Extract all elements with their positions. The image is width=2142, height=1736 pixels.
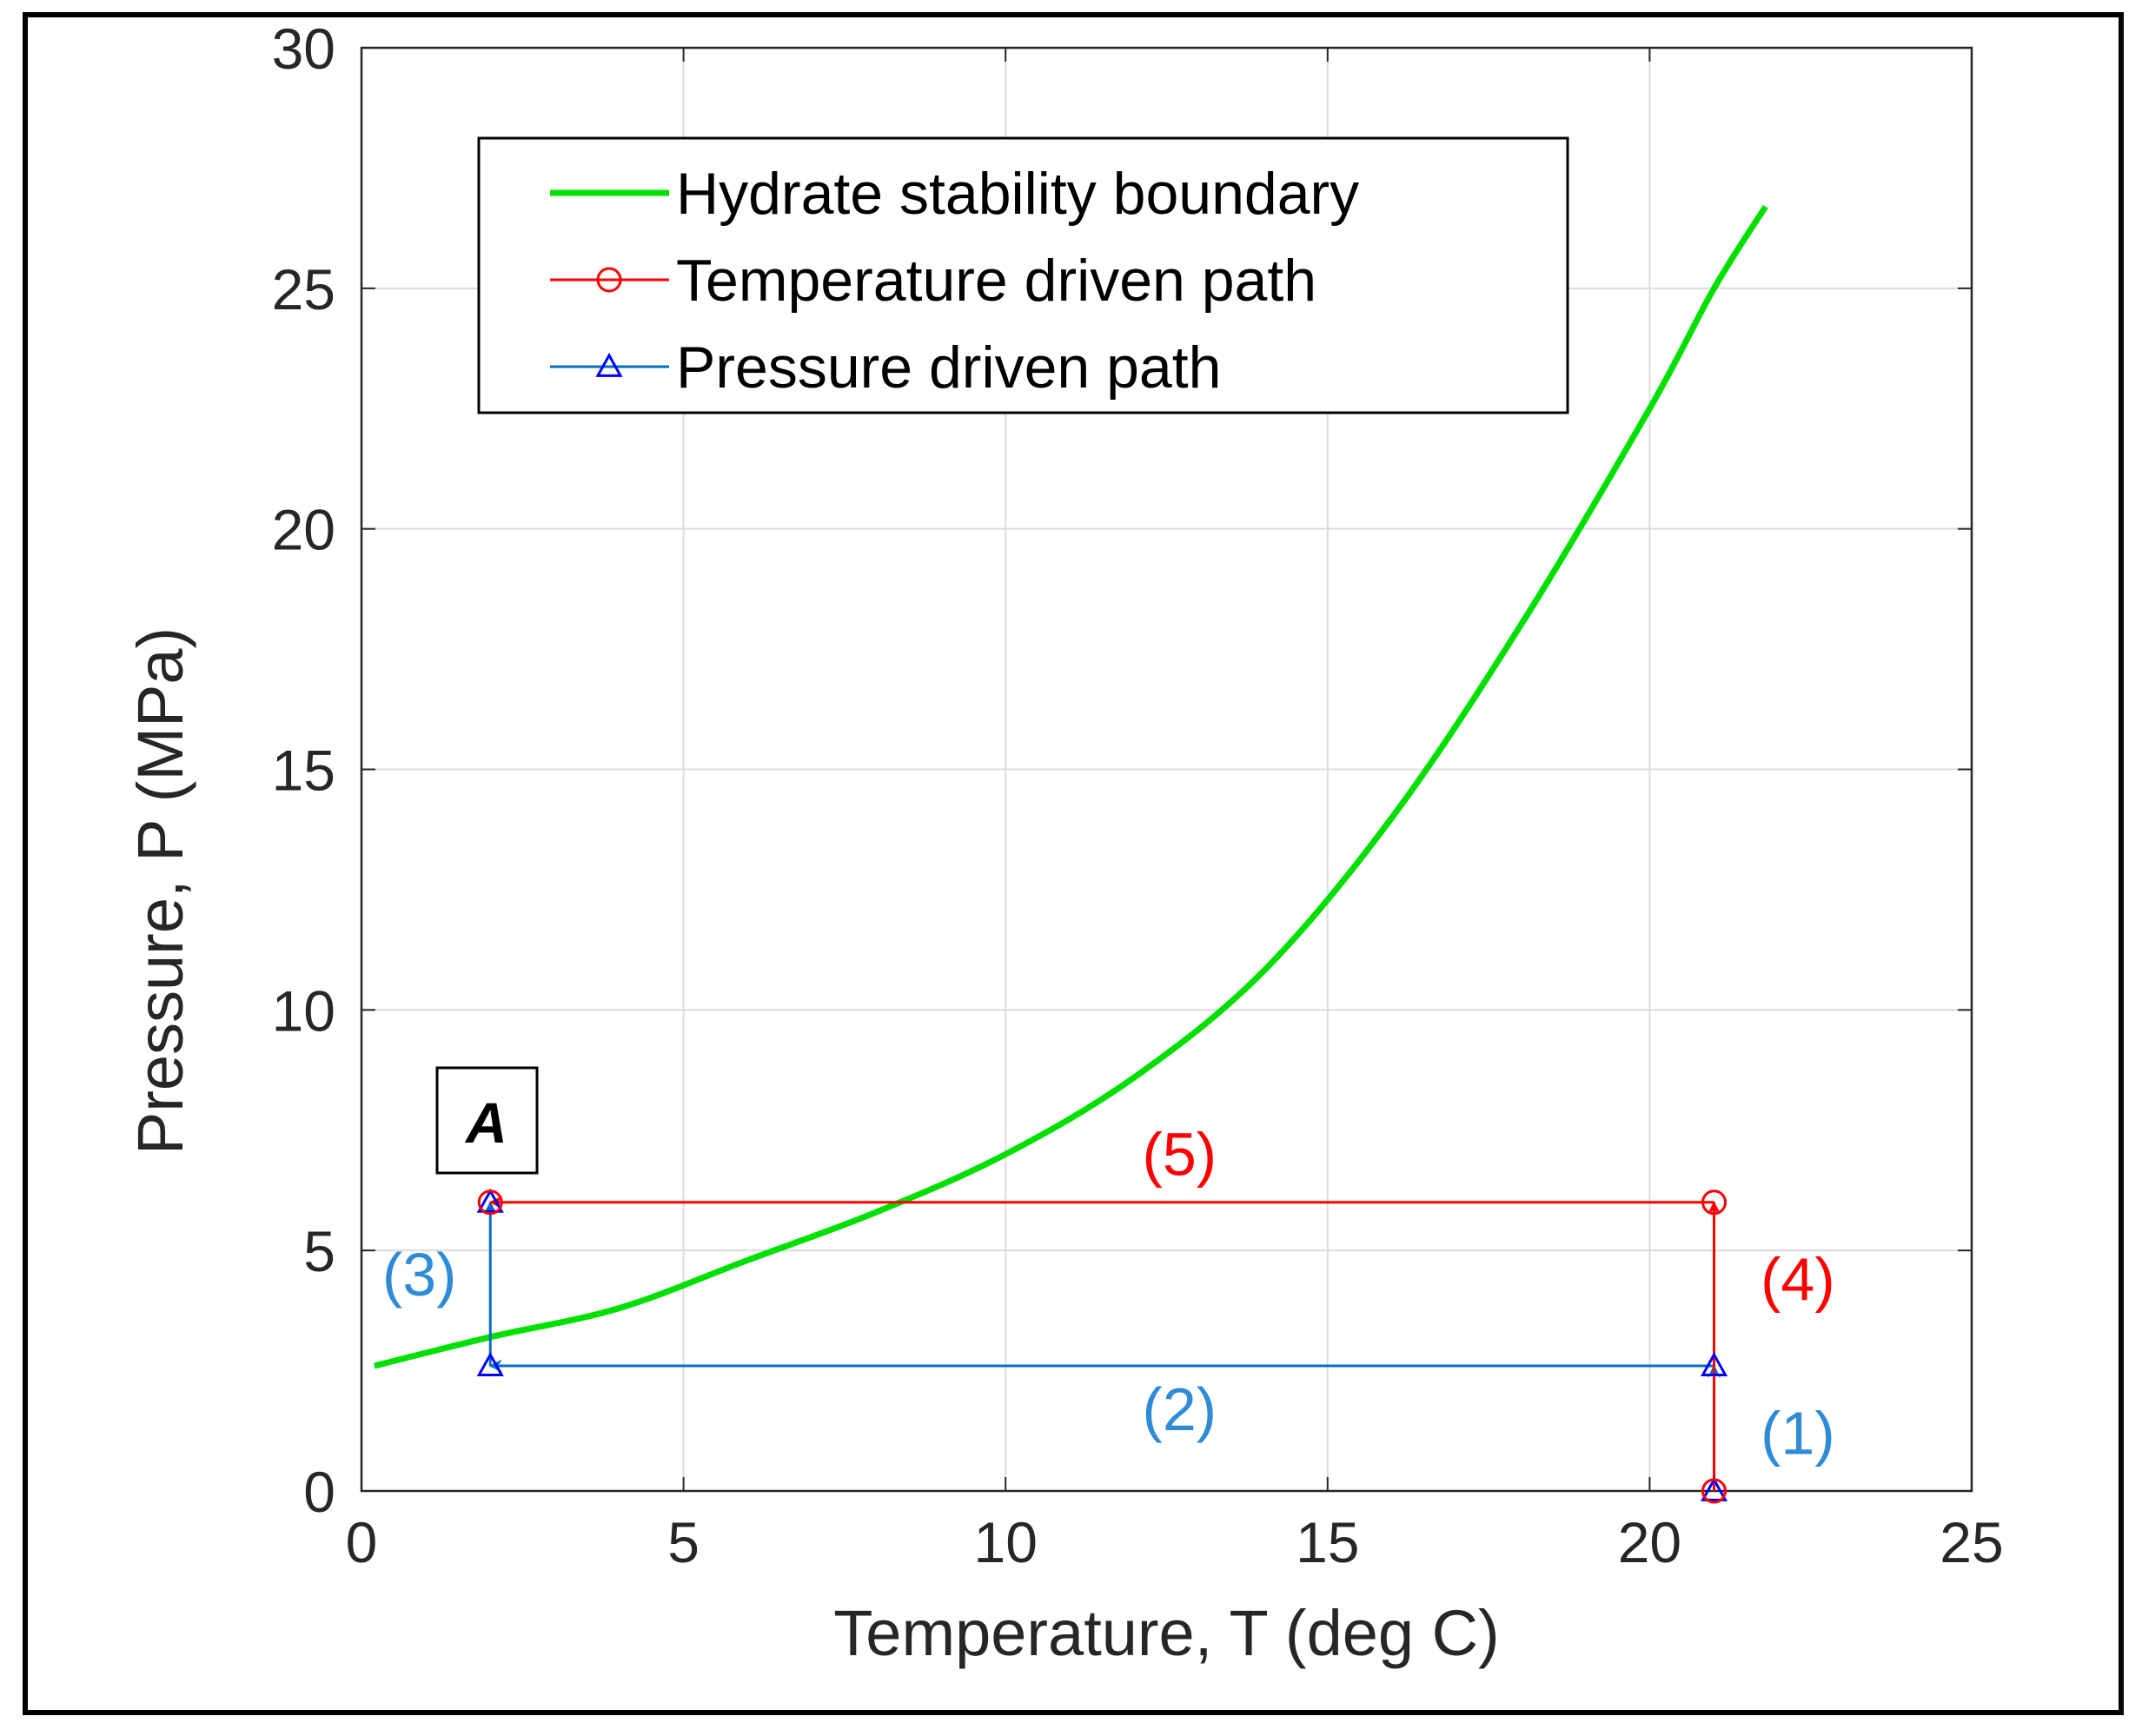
- x-tick-label: 15: [1296, 1510, 1359, 1574]
- x-tick-label: 25: [1940, 1510, 2003, 1574]
- y-tick-label: 0: [303, 1460, 335, 1524]
- series-layer: [373, 204, 1768, 1504]
- panel-label-box: A: [435, 1066, 539, 1175]
- circle-marker: [1701, 1478, 1728, 1504]
- panel-label: A: [464, 1090, 507, 1155]
- triangle-marker: [1700, 1476, 1728, 1501]
- annotation-label: (1): [1761, 1400, 1835, 1468]
- annotation-label: (2): [1143, 1375, 1217, 1443]
- x-tick-label: 20: [1618, 1510, 1681, 1574]
- x-tick-label: 5: [667, 1510, 700, 1574]
- y-tick-label: 25: [272, 257, 335, 321]
- tick-labels: 0 5 10 15 20 25 0 5 10 15 20 25 30: [272, 17, 2004, 1574]
- circle-marker: [477, 1189, 503, 1216]
- circle-marker: [1701, 1189, 1728, 1216]
- annotation-label: (5): [1143, 1120, 1217, 1188]
- legend-label: Temperature driven path: [676, 248, 1316, 314]
- y-tick-label: 30: [272, 17, 335, 81]
- annotation-label: (4): [1761, 1245, 1835, 1313]
- circle-marker: [596, 267, 622, 293]
- triangle-marker: [476, 1188, 504, 1213]
- y-tick-label: 10: [272, 978, 335, 1043]
- annotations: (1) (2) (3) (4) (5): [382, 1120, 1835, 1467]
- y-axis-label: Pressure, P (MPa): [124, 627, 196, 1155]
- triangle-marker: [595, 352, 623, 377]
- y-tick-label: 5: [303, 1219, 335, 1283]
- annotation-label: (3): [382, 1241, 457, 1309]
- triangle-marker: [476, 1351, 504, 1376]
- legend: Hydrate stability boundary Temperature dr…: [477, 136, 1569, 414]
- x-tick-label: 10: [973, 1510, 1037, 1574]
- triangle-marker: [1700, 1351, 1728, 1376]
- y-tick-label: 20: [272, 498, 335, 562]
- x-axis-label: Temperature, T (deg C): [833, 1597, 1499, 1669]
- series-hydrate-boundary: [373, 204, 1768, 1369]
- legend-label: Hydrate stability boundary: [676, 161, 1359, 227]
- y-tick-label: 15: [272, 739, 335, 803]
- legend-label: Pressure driven path: [676, 335, 1221, 401]
- x-tick-label: 0: [346, 1510, 378, 1574]
